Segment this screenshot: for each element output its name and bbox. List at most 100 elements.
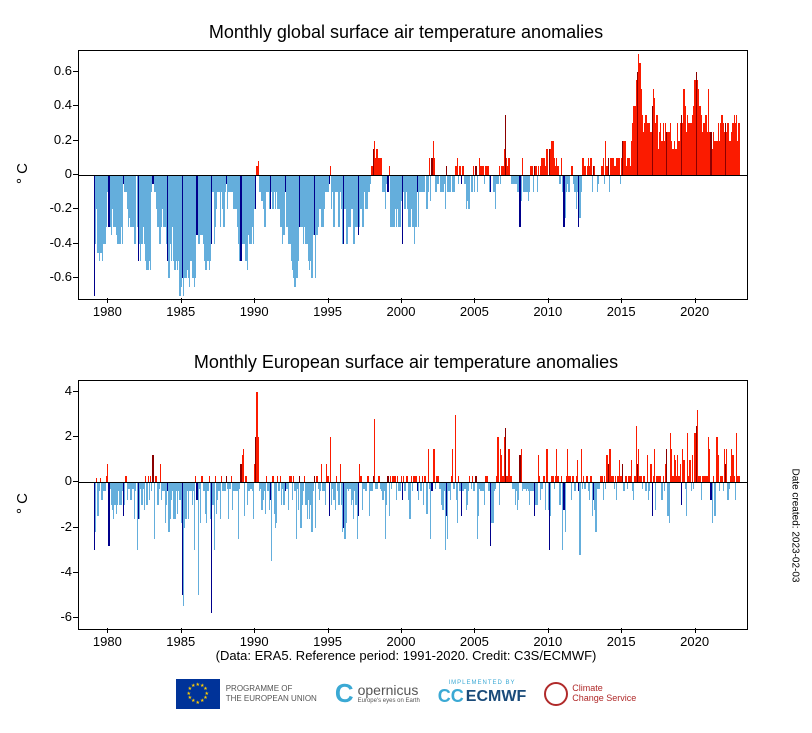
bar xyxy=(463,166,464,175)
xtick-mark xyxy=(181,628,182,633)
bar xyxy=(215,476,216,483)
bar xyxy=(266,476,267,483)
bar xyxy=(226,476,227,483)
ytick-label: -4 xyxy=(36,564,72,579)
bar xyxy=(437,476,438,483)
bar xyxy=(124,482,125,505)
bar xyxy=(258,161,259,175)
bar xyxy=(325,482,326,505)
bar xyxy=(631,460,632,483)
eu-text-line1: PROGRAMME OF xyxy=(226,684,317,694)
bar xyxy=(484,482,485,505)
bar xyxy=(435,482,436,489)
bar xyxy=(214,482,215,550)
ytick-label: -0.2 xyxy=(36,200,72,215)
bar xyxy=(729,482,730,489)
bar xyxy=(336,476,337,483)
bar xyxy=(561,158,562,175)
bar xyxy=(522,158,523,175)
bar xyxy=(457,482,458,523)
bar xyxy=(590,158,591,175)
bar xyxy=(557,476,558,483)
bar xyxy=(428,449,429,483)
baseline-global xyxy=(79,175,747,176)
bar xyxy=(699,476,700,483)
xtick-label: 1985 xyxy=(156,304,206,319)
bar xyxy=(623,482,624,491)
bar xyxy=(144,482,145,509)
bar xyxy=(397,476,398,483)
bar xyxy=(453,482,454,489)
ytick-label: -0.4 xyxy=(36,235,72,250)
y-axis-label-global: ° C xyxy=(14,163,31,184)
ytick-mark xyxy=(73,481,78,482)
bar xyxy=(560,175,561,184)
xtick-label: 2010 xyxy=(523,304,573,319)
bar xyxy=(599,482,600,489)
xtick-label: 1980 xyxy=(82,634,132,649)
bar xyxy=(329,175,330,184)
ccs-logo: Climate Change Service xyxy=(544,682,636,706)
xtick-mark xyxy=(328,298,329,303)
ytick-mark xyxy=(73,527,78,528)
xtick-label: 2010 xyxy=(523,634,573,649)
bar xyxy=(508,158,509,175)
date-created: Date created: 2023-02-03 xyxy=(790,469,801,583)
bar xyxy=(701,482,702,500)
bar xyxy=(315,482,316,527)
bar xyxy=(616,482,617,500)
bar xyxy=(584,166,585,175)
bar xyxy=(430,175,431,201)
ytick-mark xyxy=(73,71,78,72)
bar xyxy=(483,166,484,175)
bar xyxy=(645,482,646,491)
bar xyxy=(198,482,199,595)
bar xyxy=(581,175,582,192)
bar xyxy=(340,464,341,482)
bar xyxy=(590,476,591,483)
bar xyxy=(474,482,475,491)
bar xyxy=(313,482,314,491)
bar xyxy=(488,166,489,175)
bar xyxy=(681,482,682,505)
xtick-label: 1995 xyxy=(303,304,353,319)
bar xyxy=(568,175,569,192)
bar xyxy=(231,476,232,483)
bar xyxy=(271,482,272,561)
bar xyxy=(620,175,621,184)
bar xyxy=(655,482,656,509)
bar xyxy=(220,482,221,518)
xtick-mark xyxy=(328,628,329,633)
xtick-label: 1980 xyxy=(82,304,132,319)
bar xyxy=(497,175,498,184)
bar xyxy=(532,166,533,175)
bar xyxy=(570,476,571,483)
xtick-mark xyxy=(621,628,622,633)
bar xyxy=(434,449,435,483)
bar xyxy=(239,482,240,489)
bar xyxy=(712,482,713,523)
xtick-mark xyxy=(254,298,255,303)
bar xyxy=(529,175,530,192)
bar xyxy=(238,482,239,538)
bar xyxy=(537,482,538,505)
bar xyxy=(666,449,667,483)
caption: (Data: ERA5. Reference period: 1991-2020… xyxy=(0,648,812,663)
bar xyxy=(579,482,580,554)
bar xyxy=(718,455,719,482)
bar xyxy=(544,476,545,483)
bar xyxy=(411,476,412,483)
bar xyxy=(644,476,645,483)
bar xyxy=(314,476,315,483)
bar xyxy=(582,482,583,489)
bar xyxy=(541,482,542,489)
bar xyxy=(598,175,599,184)
bar xyxy=(329,482,330,516)
bar xyxy=(303,482,304,491)
bar xyxy=(277,476,278,483)
bar xyxy=(452,449,453,483)
bar xyxy=(721,476,722,483)
ytick-label: -0.6 xyxy=(36,269,72,284)
xtick-mark xyxy=(621,298,622,303)
eu-text: PROGRAMME OF THE EUROPEAN UNION xyxy=(226,684,317,703)
